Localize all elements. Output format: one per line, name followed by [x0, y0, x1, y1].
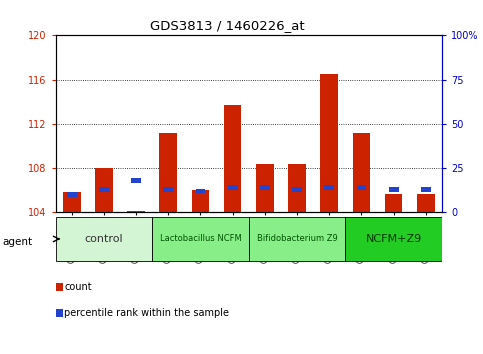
Bar [131, 178, 141, 183]
Text: percentile rank within the sample: percentile rank within the sample [64, 308, 229, 318]
Bar [159, 133, 177, 212]
Bar [196, 189, 205, 193]
Bar [192, 190, 209, 212]
Bar [417, 194, 435, 212]
Bar [127, 211, 145, 212]
Bar [389, 187, 398, 192]
Bar [385, 194, 402, 212]
FancyBboxPatch shape [56, 217, 152, 261]
FancyBboxPatch shape [152, 217, 249, 261]
Text: Bifidobacterium Z9: Bifidobacterium Z9 [256, 234, 338, 244]
Bar [224, 105, 242, 212]
Bar [99, 187, 109, 192]
Bar [288, 164, 306, 212]
Bar [163, 187, 173, 192]
Bar [63, 193, 81, 212]
Bar [353, 133, 370, 212]
Bar [67, 193, 76, 197]
FancyBboxPatch shape [249, 217, 345, 261]
Text: count: count [64, 282, 92, 292]
Bar [260, 185, 270, 190]
Text: GDS3813 / 1460226_at: GDS3813 / 1460226_at [150, 19, 304, 33]
Text: NCFM+Z9: NCFM+Z9 [366, 234, 422, 244]
Text: agent: agent [2, 238, 32, 247]
Bar [256, 164, 274, 212]
Bar [421, 187, 431, 192]
Text: control: control [85, 234, 123, 244]
Bar [228, 185, 238, 190]
Bar [320, 74, 338, 212]
Bar [325, 185, 334, 190]
FancyBboxPatch shape [345, 217, 442, 261]
Bar [356, 185, 366, 190]
Bar [95, 168, 113, 212]
Bar [292, 187, 302, 192]
Text: Lactobacillus NCFM: Lactobacillus NCFM [159, 234, 242, 244]
